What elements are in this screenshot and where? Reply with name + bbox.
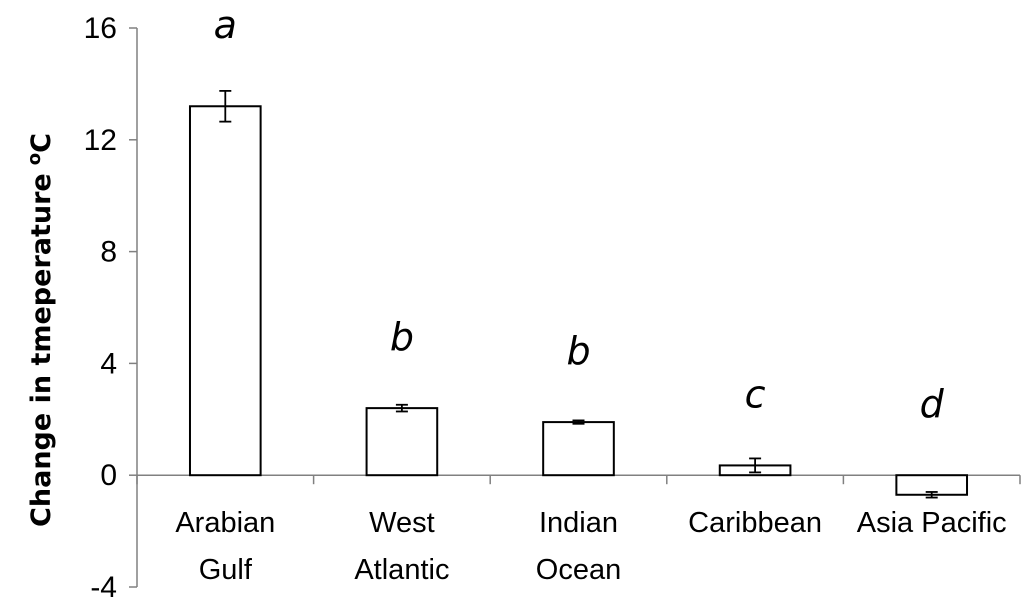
y-tick-label: 12 [84,124,117,157]
x-category-label: Caribbean [688,507,822,539]
y-axis-title: Change in tmeperature oC [24,133,57,527]
y-axis-title-unit: C [26,133,57,153]
bar [188,105,262,477]
significance-label: c [745,372,766,416]
y-tick-label: 4 [100,347,117,380]
significance-label: d [920,382,945,426]
plot-area: 16 12 8 4 0 -4 a Arabian Gulf b West Atlantic b India… [84,3,1021,598]
x-category-label: Ocean [536,554,621,586]
significance-label: b [390,315,414,359]
y-axis-title-superscript: o [24,153,45,165]
y-axis-title-text: Change in tmeperature [26,173,57,527]
y-tick-label: -4 [90,571,117,598]
x-category-label: Asia Pacific [857,507,1007,539]
x-category-label: Atlantic [354,554,449,586]
x-category-label: West [369,507,435,539]
significance-label: b [566,329,590,373]
x-category-label: Indian [539,507,618,539]
y-tick-label: 0 [100,459,117,492]
bar [365,407,439,477]
x-category-label: Gulf [199,554,253,586]
significance-label: a [214,3,237,47]
bar [542,421,615,477]
y-tick-label: 16 [84,12,117,45]
y-tick-label: 8 [100,236,117,269]
x-category-label: Arabian [175,507,275,539]
